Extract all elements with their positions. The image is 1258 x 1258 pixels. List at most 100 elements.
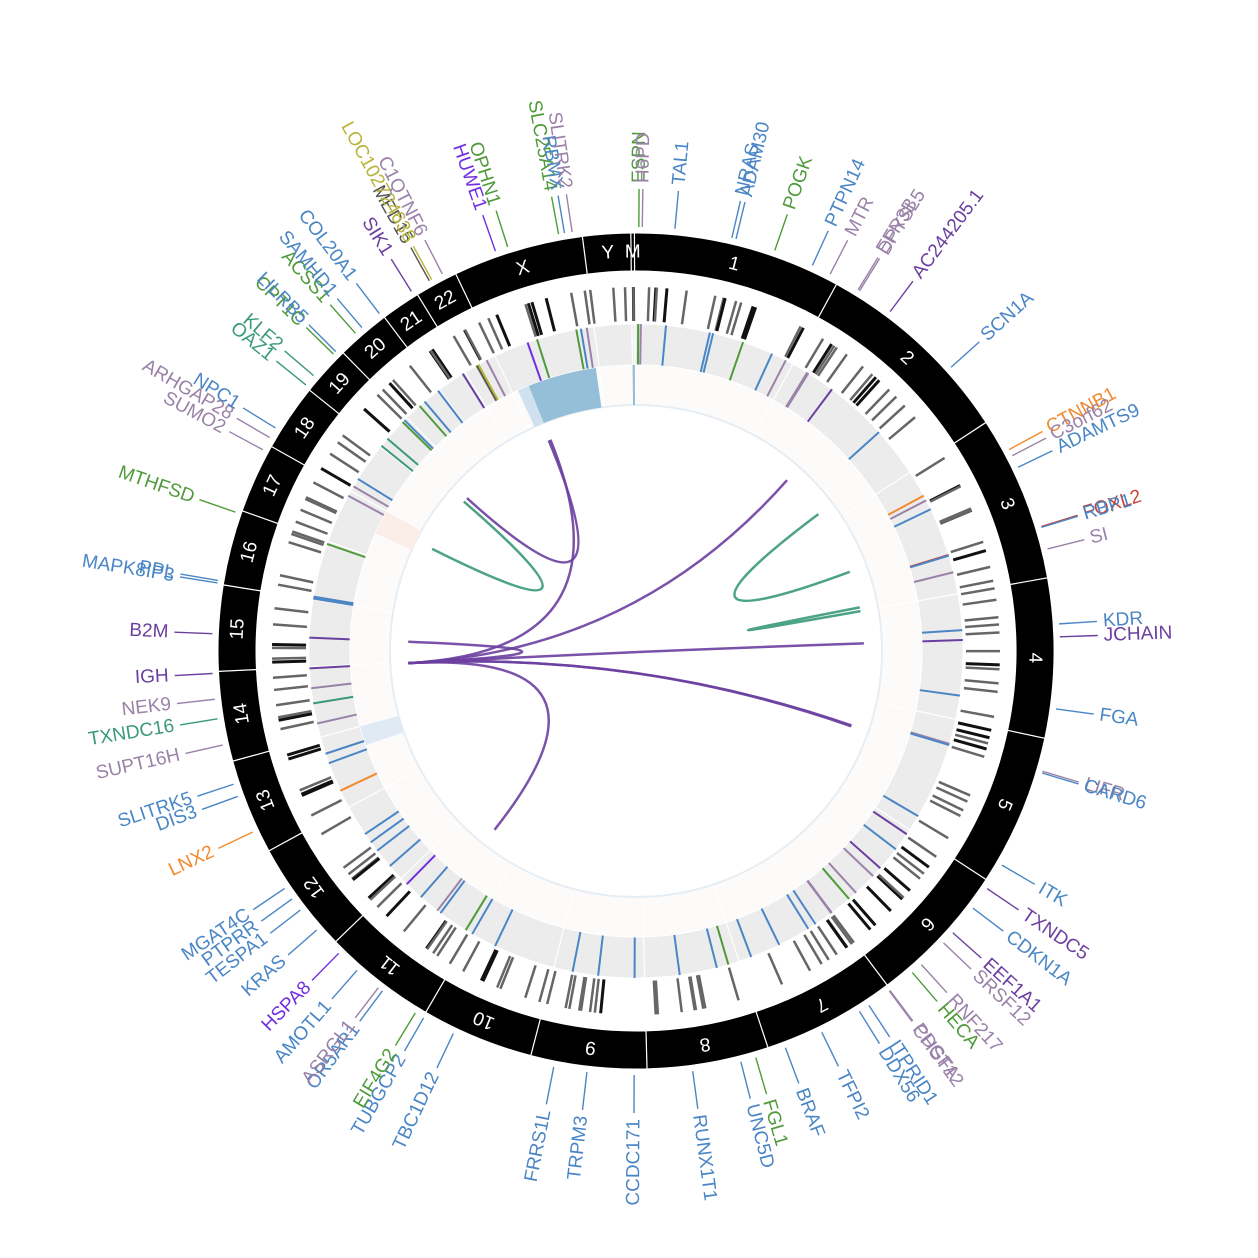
gene-mark-SLITRK2 xyxy=(585,327,594,369)
mutation-tick xyxy=(432,924,454,954)
gene-leader-CDKN1A xyxy=(972,907,1004,932)
mutation-tick xyxy=(275,698,310,707)
mutation-tick xyxy=(939,509,973,525)
gene-leader-POGK xyxy=(774,214,788,251)
gene-label-RUNX1T1: RUNX1T1 xyxy=(688,1113,720,1202)
heat-region-13 xyxy=(360,715,404,746)
cnv-band-Y xyxy=(593,323,633,368)
mutation-tick xyxy=(351,857,381,881)
gene-mark-NRAS xyxy=(699,332,711,373)
mutation-tick xyxy=(277,709,312,719)
gene-label-BRAF: BRAF xyxy=(791,1085,829,1140)
gene-leader-EIF4G2 xyxy=(394,1012,416,1046)
gene-mark-BRAF xyxy=(735,918,753,958)
link-3-2 xyxy=(733,513,851,603)
mutation-tick xyxy=(280,720,314,731)
mutation-tick xyxy=(963,686,998,694)
mutation-tick xyxy=(900,845,930,869)
mutation-tick xyxy=(277,583,312,593)
link-4-3 xyxy=(746,606,861,632)
mutation-tick xyxy=(524,964,537,999)
mutation-tick xyxy=(812,343,833,374)
gene-label-POGK: POGK xyxy=(779,153,817,212)
gene-mark-RNF217 xyxy=(827,861,857,894)
gene-mark-ITPRID1 xyxy=(792,889,817,925)
gene-mark-LIFR xyxy=(909,731,950,745)
gene-mark-OR5AR1 xyxy=(439,879,466,914)
gene-leader-KLF2 xyxy=(284,350,315,377)
mutation-tick xyxy=(907,836,937,858)
mutation-tick xyxy=(436,926,457,957)
mutation-tick xyxy=(695,975,705,1009)
gene-leader-EFR3B xyxy=(857,257,879,291)
mutation-tick xyxy=(579,977,588,1011)
gene-leader-IGH xyxy=(174,672,213,677)
chromosome-label-9: 9 xyxy=(584,1036,597,1058)
mutation-tick xyxy=(448,933,469,965)
gene-leader-SUMO2 xyxy=(229,431,264,451)
mutation-tick xyxy=(883,867,911,892)
mutation-tick xyxy=(301,780,334,797)
chromosome-M xyxy=(630,232,635,272)
mutation-tick xyxy=(876,874,904,901)
cnv-band-M xyxy=(631,323,636,366)
gene-leader-SCN1A xyxy=(950,341,980,368)
gene-leader-TXNDC5 xyxy=(986,888,1020,911)
mutation-tick xyxy=(363,407,391,433)
gene-leader-TXNDC16 xyxy=(179,718,218,726)
gene-leader-SLITRK2 xyxy=(565,194,573,232)
gene-label-H6PD: H6PD xyxy=(632,132,654,183)
mutation-tick xyxy=(832,914,855,944)
mutation-tick xyxy=(929,485,962,503)
mutation-tick xyxy=(965,623,1000,629)
chromosome-label-15: 15 xyxy=(227,618,249,640)
gene-leader-DPYSL5 xyxy=(858,258,881,292)
mutation-tick xyxy=(295,520,328,535)
gene-mark-DDX56 xyxy=(785,893,810,930)
mutation-tick xyxy=(725,300,738,335)
gene-mark-NEK9 xyxy=(311,682,352,690)
mutation-tick xyxy=(623,287,628,322)
gene-label-ITK: ITK xyxy=(1035,878,1071,911)
gene-mark-SUMO2 xyxy=(347,494,385,517)
gene-mark-SUPT16H xyxy=(316,713,358,725)
gene-leader-TRPM3 xyxy=(581,1072,588,1110)
mutation-tick xyxy=(329,452,360,474)
mutation-tick xyxy=(320,816,352,836)
gene-leader-B2M xyxy=(174,631,213,635)
gene-mark-TBC1D12 xyxy=(494,908,514,947)
gene-mark-KLF2 xyxy=(386,437,420,467)
gene-mark-FGL1 xyxy=(715,925,730,965)
mutation-tick xyxy=(816,925,838,956)
mutation-tick xyxy=(496,955,512,988)
gene-mark-AMOTL1 xyxy=(420,865,449,898)
gene-label-IGH: IGH xyxy=(134,665,169,688)
gene-mark-SRSF12 xyxy=(842,847,874,877)
gene-leader-SI xyxy=(1047,539,1085,550)
mutation-tick xyxy=(962,598,997,606)
chromosome-label-4: 4 xyxy=(1024,652,1045,663)
mutation-tick xyxy=(388,382,414,410)
gene-leader-ADAMTS9 xyxy=(1017,450,1053,468)
mutation-tick xyxy=(715,297,727,332)
inner-ring-outline xyxy=(389,404,883,898)
mutation-tick xyxy=(337,441,367,463)
gene-mark-LOC102724638 xyxy=(477,364,500,401)
gene-mark-CTNNB1 xyxy=(887,494,925,517)
mutation-tick xyxy=(706,295,717,330)
link-17-19 xyxy=(431,500,544,592)
gene-mark-CARD6 xyxy=(909,732,950,747)
gene-leader-CHST12 xyxy=(888,990,913,1022)
gene-leader-PPL xyxy=(180,573,219,582)
mutation-tick xyxy=(767,952,784,985)
mutation-tick xyxy=(950,540,984,554)
gene-leader-MTHFSD xyxy=(199,499,236,513)
gene-leader-FGL1 xyxy=(755,1057,768,1095)
mutation-tick xyxy=(381,388,408,415)
gene-leader-NEK9 xyxy=(176,698,215,705)
link-14-11 xyxy=(408,661,550,831)
heat-region-X xyxy=(517,385,544,427)
gene-leader-SLITRK5 xyxy=(197,783,234,797)
mutation-tick xyxy=(652,980,657,1015)
gene-mark-AC244205.1 xyxy=(806,388,833,423)
